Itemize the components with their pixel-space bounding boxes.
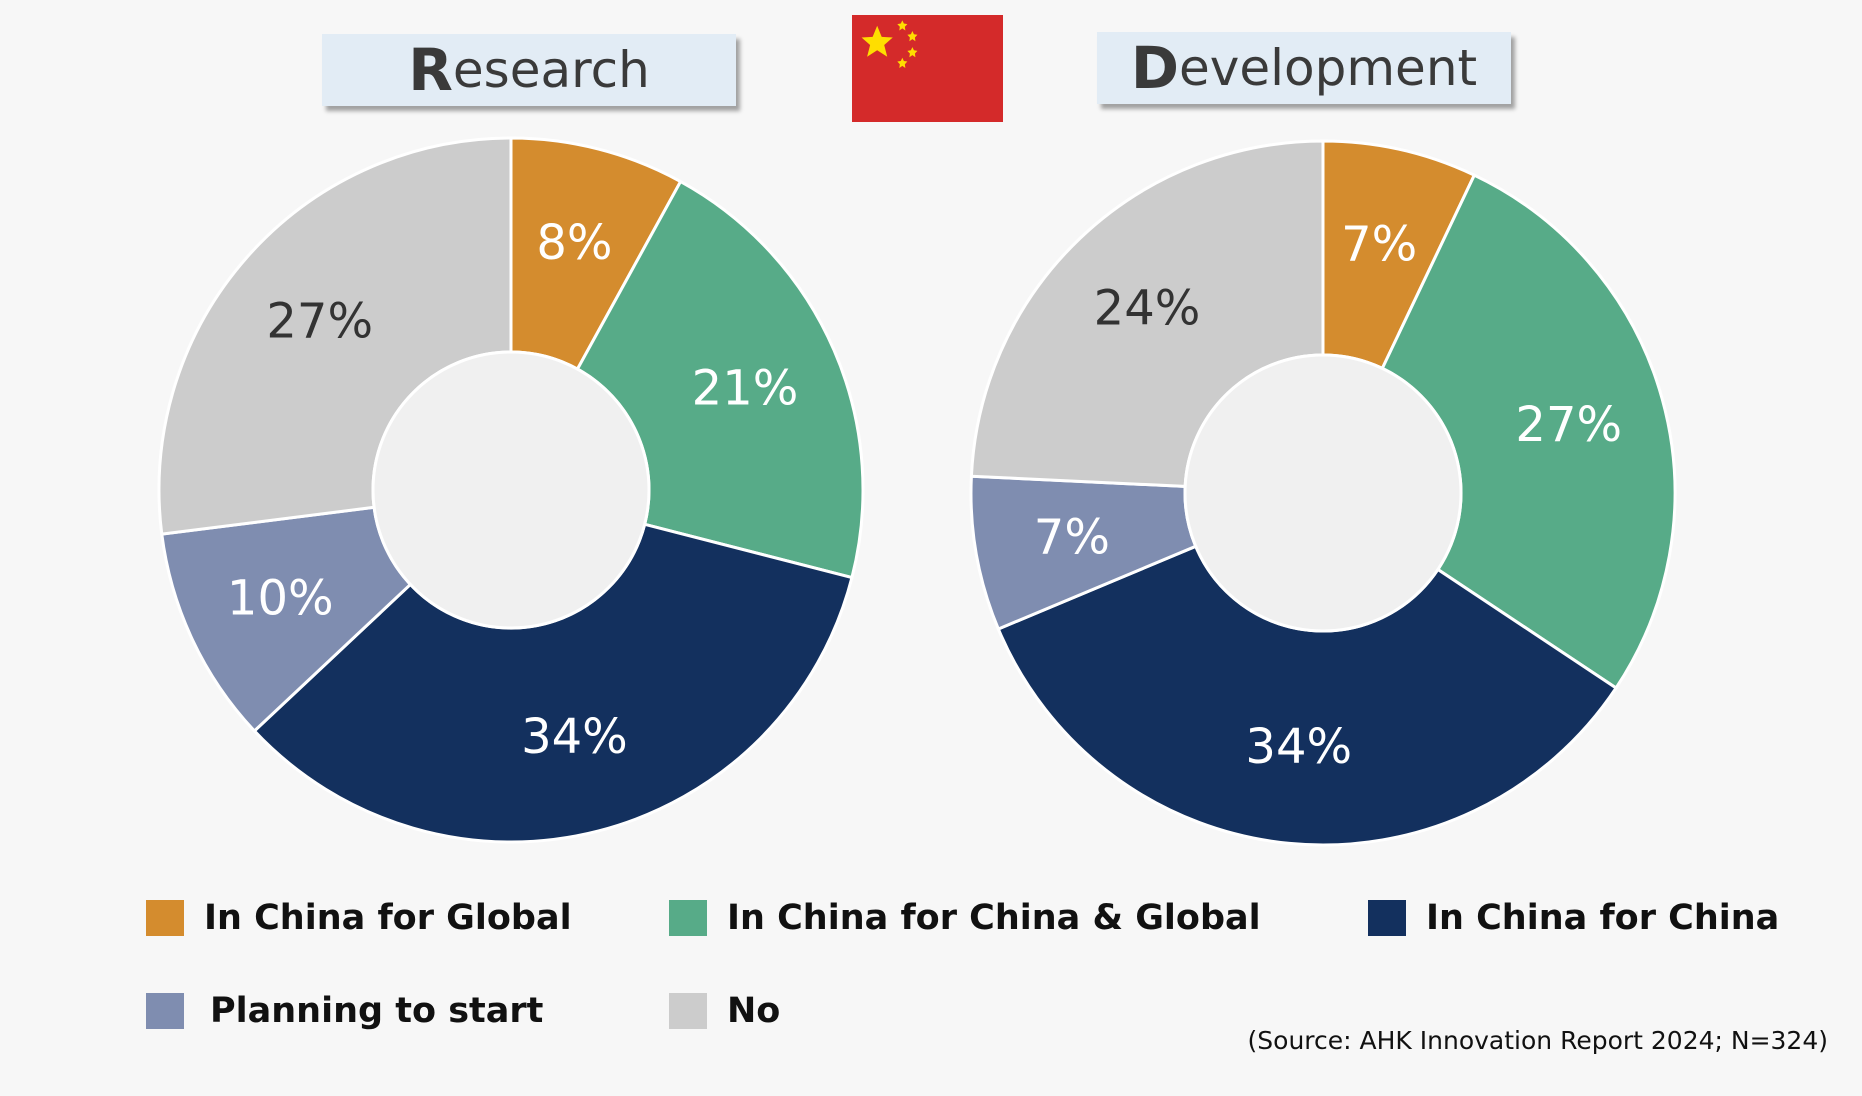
development-title-initial: D [1130, 34, 1180, 102]
flag-small-star [897, 20, 908, 31]
donut-slice-label: 27% [266, 293, 373, 349]
donut-slice-label: 8% [536, 215, 612, 271]
flag-small-star [907, 31, 918, 42]
donut-slice-label: 10% [227, 571, 334, 627]
donut-hole [371, 350, 651, 630]
legend-label: No [727, 991, 781, 1031]
donut-hole [1183, 353, 1463, 633]
research-donut-chart: 8% 21% 34% 10% 27% [157, 136, 865, 844]
china-flag-icon [852, 15, 1003, 122]
flag-large-star [861, 25, 893, 57]
research-title-rest: esearch [452, 41, 650, 99]
development-donut-chart: 7% 27% 34% 7% 24% [969, 139, 1677, 847]
flag-small-star [897, 57, 908, 68]
donut-slice-label: 24% [1094, 280, 1201, 336]
source-note: (Source: AHK Innovation Report 2024; N=3… [1247, 1026, 1828, 1055]
donut-slice-label: 27% [1515, 397, 1622, 453]
legend-label: In China for China [1426, 898, 1780, 938]
flag-small-star [907, 47, 918, 58]
legend-swatch [146, 900, 184, 936]
legend-swatch [1368, 900, 1406, 936]
legend-swatch [669, 993, 707, 1029]
legend-item-planning-to-start: Planning to start [146, 991, 543, 1031]
donut-slice-label: 7% [1341, 216, 1417, 272]
legend-item-no: No [669, 991, 780, 1031]
legend-label: Planning to start [210, 991, 544, 1031]
flag-background [852, 15, 1003, 122]
research-title-initial: R [408, 36, 453, 104]
donut-slice-label: 21% [692, 361, 799, 417]
legend-swatch [146, 993, 184, 1029]
legend-item-in-china-for-global: In China for Global [146, 898, 572, 938]
donut-slice-label: 7% [1034, 509, 1110, 565]
development-title-rest: evelopment [1179, 39, 1478, 97]
legend-swatch [669, 900, 707, 936]
legend-item-in-china-for-china: In China for China [1368, 898, 1779, 938]
legend-label: In China for China & Global [727, 898, 1261, 938]
donut-slice-label: 34% [1245, 719, 1352, 775]
legend-item-in-china-for-china-global: In China for China & Global [669, 898, 1261, 938]
legend-label: In China for Global [204, 898, 572, 938]
donut-slice-label: 34% [521, 709, 628, 765]
